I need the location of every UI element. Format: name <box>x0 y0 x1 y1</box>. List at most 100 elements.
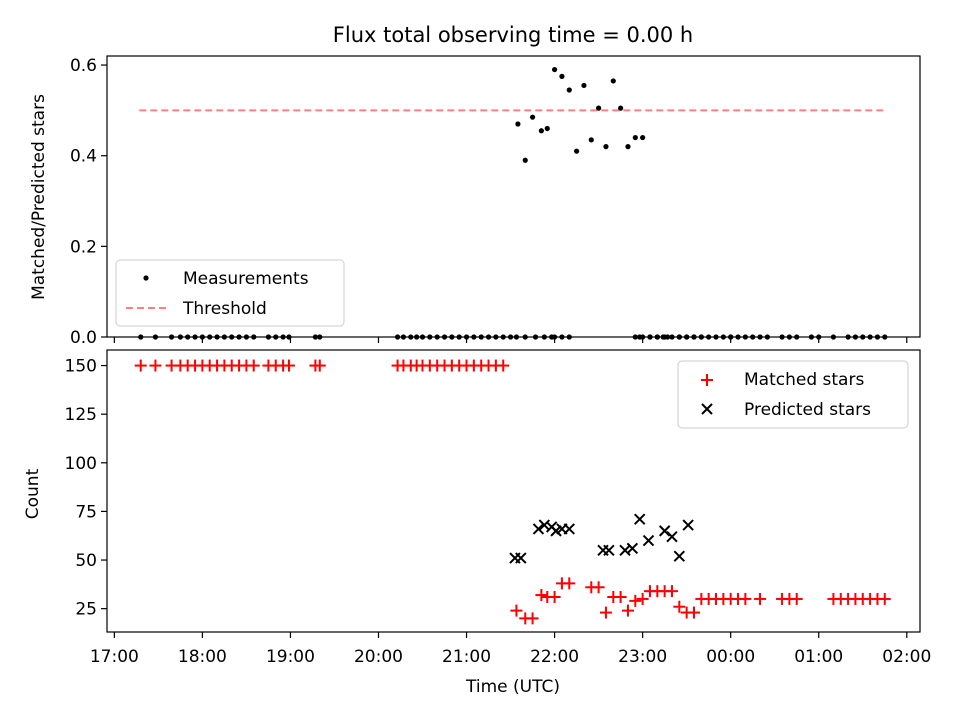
measurement-point <box>419 334 426 340</box>
measurement-point <box>280 334 286 340</box>
matched-star-point <box>563 577 576 590</box>
measurement-point <box>500 334 506 340</box>
bottom-x-tick-label: 17:00 <box>90 647 139 667</box>
measurement-point <box>720 334 726 340</box>
measurement-point <box>610 78 616 84</box>
top-y-tick-label: 0.6 <box>70 56 97 76</box>
measurements-series <box>138 66 888 340</box>
bottom-x-tick-label: 22:00 <box>530 647 579 667</box>
measurement-point <box>441 334 448 340</box>
ratio-panel: 0.0 0.2 0.4 0.6 Matched/Predicted stars Mea… <box>29 55 921 348</box>
measurement-point <box>750 334 756 340</box>
bottom-y-ticks: 25 50 75 100 125 150 <box>65 357 107 620</box>
measurement-point <box>273 334 279 340</box>
measurement-point <box>192 334 198 340</box>
measurement-point <box>684 334 690 340</box>
legend-predicted-label: Predicted stars <box>744 400 871 420</box>
predicted-star-stroke <box>626 542 639 555</box>
matched-star-point <box>149 359 162 372</box>
measurement-point <box>559 334 565 340</box>
measurement-point <box>541 334 547 340</box>
measurement-point <box>632 334 638 340</box>
measurement-point <box>816 334 822 340</box>
bottom-x-tick-label: 20:00 <box>354 647 403 667</box>
measurement-point <box>532 334 539 340</box>
matched-star-point <box>878 592 891 605</box>
bottom-legend: Matched stars Predicted stars <box>677 360 909 429</box>
bottom-x-tick-label: 02:00 <box>882 647 931 667</box>
bottom-plot-frame <box>106 349 921 633</box>
measurement-point <box>566 334 572 340</box>
measurement-point <box>551 66 558 73</box>
predicted-star-stroke <box>603 544 615 557</box>
measurement-point <box>507 334 514 340</box>
measurement-point <box>640 334 646 340</box>
matched-star-point <box>313 359 326 372</box>
bottom-legend-frame <box>677 360 909 429</box>
predicted-star-stroke <box>673 550 686 562</box>
top-y-axis-label: Matched/Predicted stars <box>29 94 49 300</box>
predicted-star-point <box>633 513 646 525</box>
top-y-tick-label: 0.2 <box>70 237 97 257</box>
predicted-star-point <box>563 523 575 535</box>
matched-star-point <box>247 359 260 372</box>
predicted-star-point <box>673 550 686 562</box>
measurement-point <box>735 334 741 340</box>
matched-star-point <box>665 585 678 598</box>
measurement-point <box>698 334 704 340</box>
top-legend-frame <box>115 259 345 327</box>
top-y-tick-label: 0.4 <box>70 147 97 167</box>
measurement-point <box>138 334 144 340</box>
bottom-x-tick-label: 18:00 <box>178 647 227 667</box>
measurement-point <box>317 334 323 340</box>
measurement-point <box>830 334 837 340</box>
measurement-point <box>312 334 318 340</box>
measurement-point <box>251 334 257 340</box>
measurement-point <box>408 334 414 340</box>
measurement-point <box>414 334 420 340</box>
matched-star-point <box>592 581 605 594</box>
matched-star-point <box>497 359 510 372</box>
matched-star-point <box>510 604 523 617</box>
measurement-point <box>427 334 433 340</box>
measurement-point <box>243 334 250 340</box>
matched-star-point <box>535 589 548 602</box>
legend-measurements-marker <box>143 275 149 281</box>
measurement-point <box>808 334 815 340</box>
measurement-point <box>676 334 682 340</box>
matched-star-point <box>673 600 686 613</box>
measurement-point <box>654 334 660 340</box>
measurement-point <box>566 87 572 93</box>
measurement-point <box>463 334 470 340</box>
matched-stars-series <box>134 359 891 625</box>
predicted-star-point <box>642 534 655 547</box>
measurement-point <box>574 148 580 154</box>
matched-star-point <box>526 612 539 625</box>
measurement-point <box>185 334 191 340</box>
matched-star-point <box>548 590 561 603</box>
predicted-star-point <box>532 523 545 535</box>
matched-star-point <box>754 592 767 605</box>
bottom-y-axis-label: Count <box>23 468 43 519</box>
bottom-x-tick-label: 01:00 <box>794 647 843 667</box>
x-axis-label: Time (UTC) <box>465 677 560 697</box>
measurement-point <box>867 334 873 340</box>
measurement-point <box>522 334 528 340</box>
measurement-point <box>471 334 477 340</box>
measurement-point <box>860 334 866 340</box>
measurement-point <box>265 334 272 340</box>
bottom-x-tick-label: 21:00 <box>442 647 491 667</box>
matched-star-point <box>614 590 627 603</box>
measurement-point <box>493 334 499 340</box>
measurement-point <box>625 144 631 150</box>
measurement-point <box>168 334 175 340</box>
bottom-x-tick-label: 00:00 <box>706 647 755 667</box>
legend-matched-marker <box>701 374 713 386</box>
predicted-star-stroke <box>515 552 527 564</box>
measurement-point <box>742 334 748 340</box>
matched-star-point <box>282 359 295 372</box>
predicted-star-point <box>626 542 639 555</box>
legend-measurements-label: Measurements <box>183 269 309 289</box>
